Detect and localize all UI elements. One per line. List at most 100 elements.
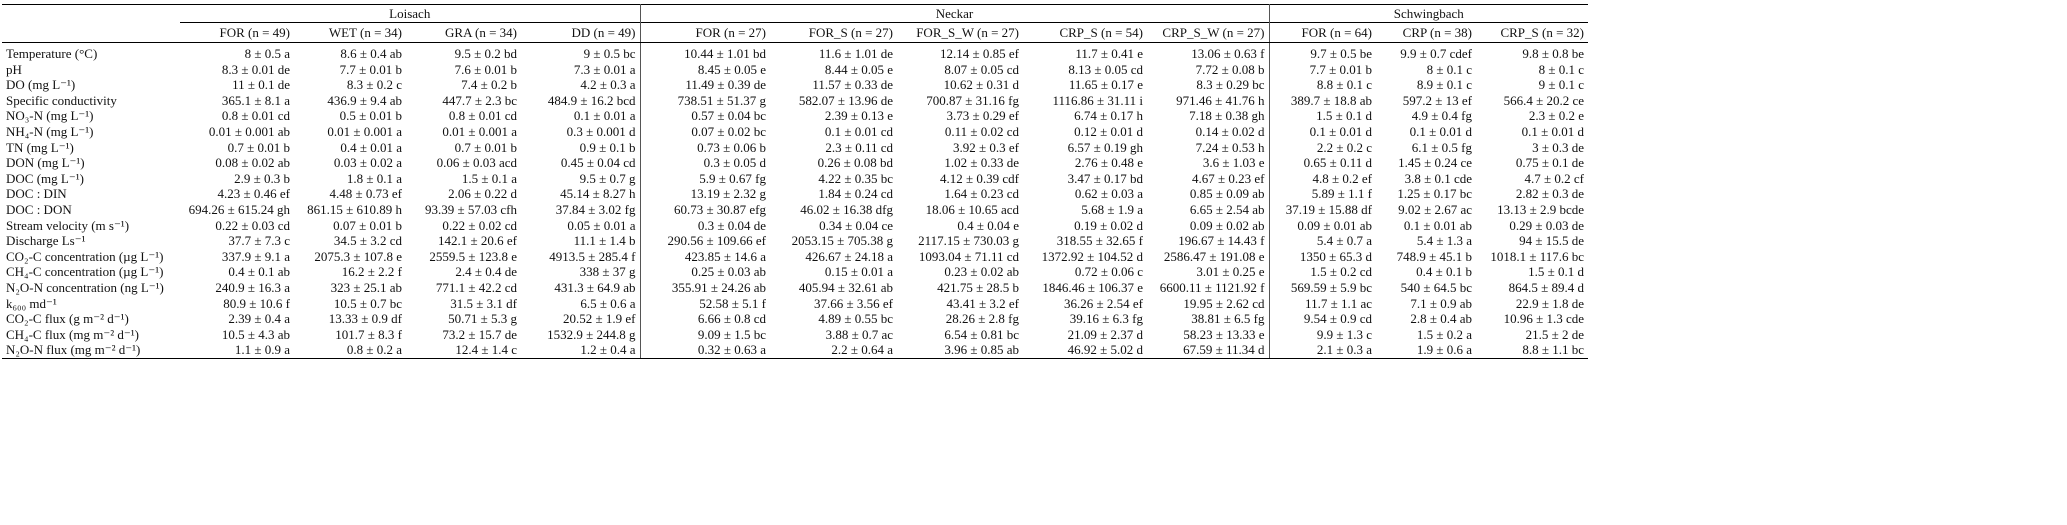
table-cell: 2.76 ± 0.48 e — [1074, 155, 1143, 171]
table-cell: 19.95 ± 2.62 cd — [1147, 295, 1270, 312]
table-cell: 0.1 ± 0.01 cd — [824, 123, 893, 139]
table-row: DON (mg L⁻¹) 0.08 ± 0.02 ab 0.03 ± 0.02 a 0… — [2, 155, 1588, 171]
table-cell: 365.1 ± 8.1 a — [221, 92, 290, 108]
table-cell: 5.4 ± 1.3 a — [1416, 233, 1472, 249]
table-cell: 1846.46 ± 106.37 e — [1042, 279, 1143, 295]
table-cell: 2.06 ± 0.22 d — [448, 186, 517, 202]
table-cell: 0.8 ± 0.2 a — [294, 342, 406, 359]
empty-corner — [2, 4, 180, 23]
table-cell: 1.64 ± 0.23 cd — [944, 186, 1019, 202]
site-header: WET (n = 34) — [294, 22, 406, 43]
table-cell: 20.52 ± 1.9 ef — [521, 311, 641, 327]
table-cell: 0.3 ± 0.05 d — [703, 155, 766, 171]
table-cell: 2.39 ± 0.4 a — [228, 311, 290, 327]
table-cell: 11.7 ± 1.1 ac — [1305, 295, 1372, 311]
row-label: DOC (mg L⁻¹) — [6, 170, 84, 186]
table-cell: 7.72 ± 0.08 b — [1147, 61, 1270, 78]
table-cell: 1116.86 ± 31.11 i — [1052, 92, 1143, 108]
table-cell: 0.01 ± 0.001 ab — [208, 123, 290, 139]
table-cell: 4.9 ± 0.4 fg — [1411, 108, 1472, 124]
table-cell: 8.3 ± 0.2 c — [346, 77, 402, 93]
table-cell: 12.14 ± 0.85 ef — [940, 46, 1019, 61]
table-cell: 46.92 ± 5.02 d — [1023, 342, 1147, 359]
table-cell: 0.08 ± 0.02 ab — [215, 155, 290, 171]
table-cell: 0.32 ± 0.63 a — [640, 342, 770, 359]
table-cell: 0.4 ± 0.04 e — [957, 217, 1019, 233]
row-label: DOC : DIN — [6, 186, 67, 202]
row-label: NH₄-N (mg L⁻¹) — [6, 123, 94, 139]
table-cell: 16.2 ± 2.2 f — [341, 264, 402, 280]
table-cell: 0.25 ± 0.03 ab — [691, 264, 766, 280]
row-label: Specific conductivity — [6, 92, 117, 108]
table-cell: 4.2 ± 0.3 a — [521, 77, 641, 93]
table-cell: 60.73 ± 30.87 efg — [674, 201, 766, 217]
site-header-corner — [2, 22, 180, 43]
table-cell: 7.1 ± 0.9 ab — [1410, 295, 1472, 311]
table-cell: 10.44 ± 1.01 bd — [684, 46, 766, 61]
table-cell: 1372.92 ± 104.52 d — [1041, 248, 1143, 264]
site-header: DD (n = 49) — [521, 22, 641, 43]
table-cell: 1.1 ± 0.9 a — [180, 342, 294, 359]
table-cell: 0.22 ± 0.02 cd — [442, 217, 517, 233]
table-cell: 4.7 ± 0.2 cf — [1524, 170, 1584, 186]
table-cell: 0.1 ± 0.01 a — [521, 108, 641, 124]
table-cell: 0.9 ± 0.1 b — [521, 139, 641, 156]
table-cell: 6600.11 ± 1121.92 f — [1147, 279, 1270, 296]
table-cell: 0.11 ± 0.02 cd — [944, 123, 1019, 139]
table-cell: 0.29 ± 0.03 de — [1509, 217, 1584, 233]
table-cell: 9.02 ± 2.67 ac — [1398, 201, 1472, 217]
table-cell: 36.26 ± 2.54 ef — [1064, 295, 1143, 311]
site-header: GRA (n = 34) — [406, 22, 521, 43]
table-cell: 864.5 ± 89.4 d — [1508, 279, 1584, 295]
table-cell: 58.23 ± 13.33 e — [1147, 326, 1270, 343]
table-cell: 748.9 ± 45.1 b — [1396, 248, 1472, 264]
table-cell: 0.12 ± 0.01 d — [1074, 123, 1143, 139]
table-cell: 7.3 ± 0.01 a — [521, 61, 641, 78]
table-cell: 9 ± 0.1 c — [1538, 77, 1584, 93]
table-cell: 7.24 ± 0.53 h — [1147, 139, 1270, 156]
table-cell: 6.1 ± 0.5 fg — [1411, 139, 1472, 155]
table-cell: 318.55 ± 32.65 f — [1056, 233, 1143, 249]
table-cell: 597.2 ± 13 ef — [1402, 92, 1472, 108]
table-cell: 9.5 ± 0.7 g — [521, 170, 641, 187]
table-row: DO (mg L⁻¹) 11 ± 0.1 de 8.3 ± 0.2 c 7.4 ± 0… — [2, 77, 1588, 93]
table-cell: 1.45 ± 0.24 ce — [1398, 155, 1472, 171]
table-cell: 4.67 ± 0.23 ef — [1147, 170, 1270, 187]
table-cell: 18.06 ± 10.65 acd — [925, 201, 1019, 217]
row-label: Temperature (°C) — [6, 46, 98, 61]
table-cell: 0.01 ± 0.001 a — [442, 123, 517, 139]
table-cell: 0.75 ± 0.1 de — [1515, 155, 1584, 171]
table-cell: 338 ± 37 g — [521, 264, 641, 280]
table-cell: 6.65 ± 2.54 ab — [1147, 201, 1270, 218]
table-cell: 2.3 ± 0.11 cd — [825, 139, 893, 155]
table-cell: 0.1 ± 0.01 d — [1521, 123, 1584, 139]
table-cell: 37.66 ± 3.56 ef — [814, 295, 893, 311]
table-cell: 3.92 ± 0.3 ef — [953, 139, 1019, 155]
table-cell: 0.14 ± 0.02 d — [1147, 123, 1270, 140]
site-header: FOR_S_W (n = 27) — [897, 22, 1023, 43]
table-cell: 1.5 ± 0.1 d — [1316, 108, 1372, 124]
table-cell: 31.5 ± 3.1 df — [450, 295, 517, 311]
table-cell: 2.1 ± 0.3 a — [1269, 342, 1376, 359]
table-cell: 0.23 ± 0.02 ab — [944, 264, 1019, 280]
table-cell: 21.09 ± 2.37 d — [1067, 326, 1143, 342]
table-cell: 431.3 ± 64.9 ab — [521, 279, 641, 296]
table-cell: 582.07 ± 13.96 de — [798, 92, 893, 108]
site-header: CRP (n = 38) — [1376, 22, 1476, 43]
table-cell: 0.1 ± 0.01 ab — [1403, 217, 1472, 233]
table-cell: 2.8 ± 0.4 ab — [1410, 311, 1472, 327]
table-cell: 405.94 ± 32.61 ab — [798, 279, 893, 295]
table-cell: 50.71 ± 5.3 g — [448, 311, 517, 327]
table-row: Specific conductivity 365.1 ± 8.1 a 436.9 … — [2, 92, 1588, 109]
table-row: NO₃-N (mg L⁻¹) 0.8 ± 0.01 cd 0.5 ± 0.01 b 0… — [2, 108, 1588, 124]
table-cell: 1350 ± 65.3 d — [1299, 248, 1372, 264]
table-cell: 0.05 ± 0.01 a — [521, 217, 641, 234]
table-cell: 5.4 ± 0.7 a — [1316, 233, 1372, 249]
table-cell: 52.58 ± 5.1 f — [699, 295, 766, 311]
table-cell: 37.84 ± 3.02 fg — [521, 201, 641, 218]
table-cell: 8.07 ± 0.05 cd — [944, 61, 1019, 77]
table-cell: 8.45 ± 0.05 e — [697, 61, 766, 77]
table-cell: 9 ± 0.5 bc — [521, 42, 641, 62]
table-cell: 4.48 ± 0.73 ef — [329, 186, 402, 202]
